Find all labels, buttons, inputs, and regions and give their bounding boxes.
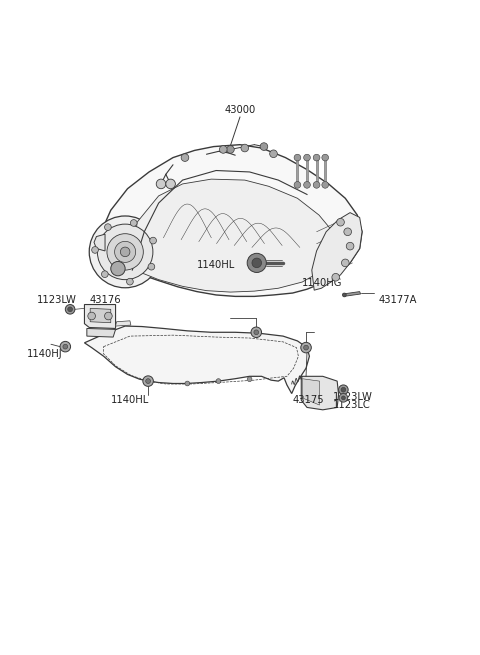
- Circle shape: [341, 387, 346, 392]
- Circle shape: [304, 154, 311, 161]
- Circle shape: [92, 246, 98, 253]
- Circle shape: [342, 293, 346, 297]
- Circle shape: [131, 219, 137, 227]
- Circle shape: [150, 237, 156, 244]
- Polygon shape: [343, 291, 360, 297]
- Circle shape: [304, 345, 309, 350]
- Circle shape: [219, 145, 227, 153]
- Circle shape: [341, 259, 349, 267]
- Text: 1140HL: 1140HL: [197, 260, 235, 270]
- Circle shape: [247, 377, 252, 382]
- Circle shape: [270, 150, 277, 158]
- Circle shape: [344, 228, 351, 236]
- Polygon shape: [301, 377, 338, 410]
- Circle shape: [260, 143, 268, 151]
- Circle shape: [127, 278, 133, 285]
- Circle shape: [252, 258, 262, 268]
- Circle shape: [148, 263, 155, 270]
- Circle shape: [105, 312, 112, 320]
- Circle shape: [146, 379, 151, 383]
- Circle shape: [241, 144, 249, 152]
- Circle shape: [88, 312, 96, 320]
- Circle shape: [120, 247, 130, 257]
- Circle shape: [107, 234, 144, 270]
- Polygon shape: [312, 213, 362, 290]
- Polygon shape: [116, 321, 131, 326]
- Circle shape: [322, 181, 328, 188]
- Polygon shape: [302, 379, 320, 405]
- Circle shape: [101, 271, 108, 278]
- Text: 1123LW: 1123LW: [36, 295, 76, 305]
- Circle shape: [115, 241, 136, 263]
- Polygon shape: [84, 326, 310, 394]
- Circle shape: [227, 145, 234, 153]
- Polygon shape: [94, 234, 105, 251]
- Circle shape: [143, 376, 154, 386]
- Circle shape: [97, 224, 153, 280]
- Circle shape: [313, 154, 320, 161]
- Polygon shape: [87, 328, 116, 337]
- Circle shape: [60, 341, 71, 352]
- Circle shape: [181, 154, 189, 161]
- Text: 1140HJ: 1140HJ: [27, 349, 63, 359]
- Circle shape: [294, 154, 301, 161]
- Circle shape: [166, 179, 175, 189]
- Circle shape: [89, 216, 161, 288]
- Text: 43176: 43176: [89, 295, 121, 305]
- Circle shape: [346, 242, 354, 250]
- Circle shape: [251, 327, 262, 337]
- Circle shape: [216, 379, 221, 383]
- Circle shape: [338, 385, 348, 394]
- Circle shape: [339, 394, 348, 402]
- Circle shape: [341, 396, 345, 400]
- Circle shape: [105, 224, 111, 231]
- Circle shape: [185, 381, 190, 386]
- Text: 1140HL: 1140HL: [111, 396, 149, 405]
- Circle shape: [156, 179, 166, 189]
- Circle shape: [247, 253, 266, 272]
- Text: 43175: 43175: [293, 396, 324, 405]
- Circle shape: [304, 181, 311, 188]
- Polygon shape: [132, 179, 336, 292]
- Circle shape: [254, 330, 259, 335]
- Circle shape: [65, 305, 75, 314]
- Text: 1123LW: 1123LW: [333, 392, 373, 402]
- Circle shape: [111, 261, 125, 276]
- Circle shape: [301, 343, 312, 353]
- Circle shape: [294, 181, 301, 188]
- Polygon shape: [101, 145, 362, 297]
- Text: 1140HG: 1140HG: [302, 278, 343, 288]
- Text: 43000: 43000: [224, 105, 256, 115]
- Polygon shape: [90, 309, 111, 323]
- Text: 43177A: 43177A: [379, 295, 417, 305]
- Circle shape: [332, 273, 339, 281]
- Polygon shape: [84, 305, 116, 328]
- Text: 1123LC: 1123LC: [333, 400, 371, 410]
- Circle shape: [63, 345, 68, 349]
- Circle shape: [322, 154, 328, 161]
- Circle shape: [68, 307, 72, 312]
- Circle shape: [313, 181, 320, 188]
- Circle shape: [336, 218, 344, 226]
